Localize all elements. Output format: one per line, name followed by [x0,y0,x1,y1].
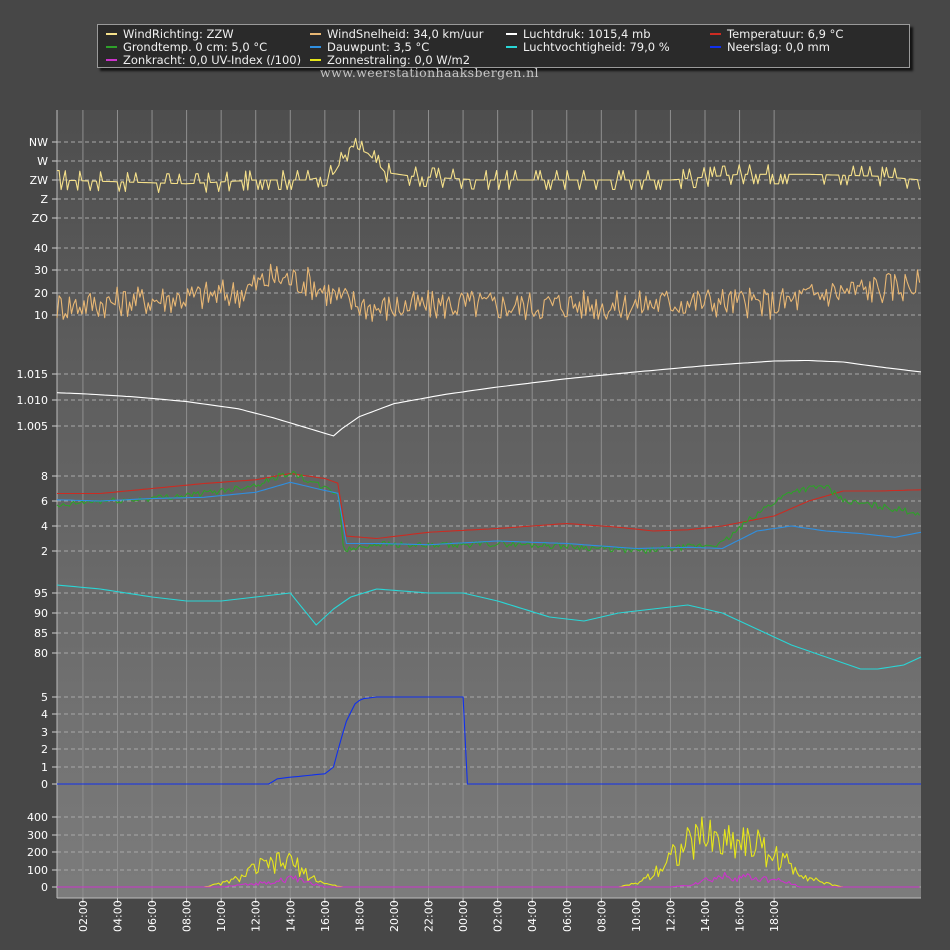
x-tick-label: 04:00 [526,900,539,932]
legend-label: Zonnestraling: 0,0 W/m2 [327,53,471,67]
y-tick-label: 8 [41,470,48,483]
x-tick-label: 22:00 [423,900,436,932]
y-tick-label: 1.005 [17,420,49,433]
series-line [57,472,922,540]
series-line [56,263,921,322]
legend-label: WindRichting: ZZW [123,27,234,41]
grid [56,110,921,899]
legend-swatch [106,46,117,48]
y-tick-label: 6 [41,495,48,508]
y-tick-label: 95 [34,587,48,600]
y-tick-label: ZO [32,212,49,225]
x-tick-label: 08:00 [181,900,194,932]
x-tick-label: 02:00 [492,900,505,932]
y-tick-label: W [37,155,48,168]
series-line [56,481,922,550]
y-tick-label: NW [29,136,48,149]
x-tick-label: 12:00 [250,900,263,932]
y-tick-label: 30 [34,264,48,277]
x-tick-label: 06:00 [146,900,159,932]
legend-label: Grondtemp. 0 cm: 5,0 °C [123,40,268,54]
x-tick-label: 16:00 [734,900,747,932]
y-tick-label: 90 [34,607,48,620]
y-tick-label: 1 [41,761,48,774]
x-tick-label: 10:00 [630,900,643,932]
x-tick-label: 14:00 [699,900,712,932]
legend-swatch [106,59,117,61]
x-tick-label: 10:00 [215,900,228,932]
legend-label: Luchtvochtigheid: 79,0 % [523,40,670,54]
y-tick-label: 100 [27,864,48,877]
x-tick-label: 14:00 [284,900,297,932]
legend-label: Temperatuur: 6,9 °C [727,27,844,41]
series-line [57,871,920,888]
legend-swatch [310,59,321,61]
legend-swatch [710,46,721,48]
y-axis-labels: NWWZWZZO403020101.0151.0101.005864295908… [17,136,57,894]
x-tick-label: 18:00 [353,900,366,932]
y-tick-label: 4 [41,708,48,721]
y-tick-label: 2 [41,743,48,756]
legend-swatch [310,46,321,48]
x-tick-label: 12:00 [664,900,677,932]
y-tick-label: 200 [27,846,48,859]
y-tick-label: ZW [30,174,49,187]
legend-swatch [506,46,517,48]
series-line [56,137,921,194]
x-tick-label: 04:00 [111,900,124,932]
y-tick-label: 85 [34,627,48,640]
x-tick-label: 06:00 [561,900,574,932]
y-tick-label: 80 [34,647,48,660]
legend-swatch [506,33,517,35]
y-tick-label: 20 [34,287,48,300]
legend-label: Dauwpunt: 3,5 °C [327,40,430,54]
legend-swatch [310,33,321,35]
y-tick-label: 1.010 [17,394,49,407]
y-tick-label: 400 [27,811,48,824]
y-tick-label: 1.015 [17,368,49,381]
y-tick-label: 10 [34,309,48,322]
x-tick-label: 08:00 [595,900,608,932]
legend-swatch [106,33,117,35]
x-tick-label: 16:00 [319,900,332,932]
y-tick-label: 0 [41,881,48,894]
y-tick-label: 2 [41,545,48,558]
y-tick-label: 4 [41,520,48,533]
x-tick-label: 00:00 [457,900,470,932]
series-line [57,696,921,785]
y-tick-label: 40 [34,242,48,255]
series-line [56,470,921,554]
x-tick-label: 20:00 [388,900,401,932]
legend-label: Neerslag: 0,0 mm [727,40,830,54]
y-tick-label: 300 [27,829,48,842]
x-tick-label: 02:00 [77,900,90,932]
y-tick-label: Z [40,193,48,206]
legend-swatch [710,33,721,35]
series-layer [56,137,922,888]
legend-label: Luchtdruk: 1015,4 mb [523,27,651,41]
y-tick-label: 0 [41,778,48,791]
legend: WindRichting: ZZW WindSnelheid: 34,0 km/u… [97,24,910,68]
legend-label: Zonkracht: 0,0 UV-Index (/100) [123,53,302,67]
y-tick-label: 3 [41,726,48,739]
watermark: www.weerstationhaaksbergen.nl [320,65,539,80]
series-line [56,584,922,670]
x-axis-labels: 02:00 04:00 06:00 08:00 10:00 12:00 14:00 16:00… [77,898,781,932]
x-tick-label: 18:00 [768,900,781,932]
legend-label: WindSnelheid: 34,0 km/uur [327,27,484,41]
series-line [56,359,922,437]
y-tick-label: 5 [41,691,48,704]
